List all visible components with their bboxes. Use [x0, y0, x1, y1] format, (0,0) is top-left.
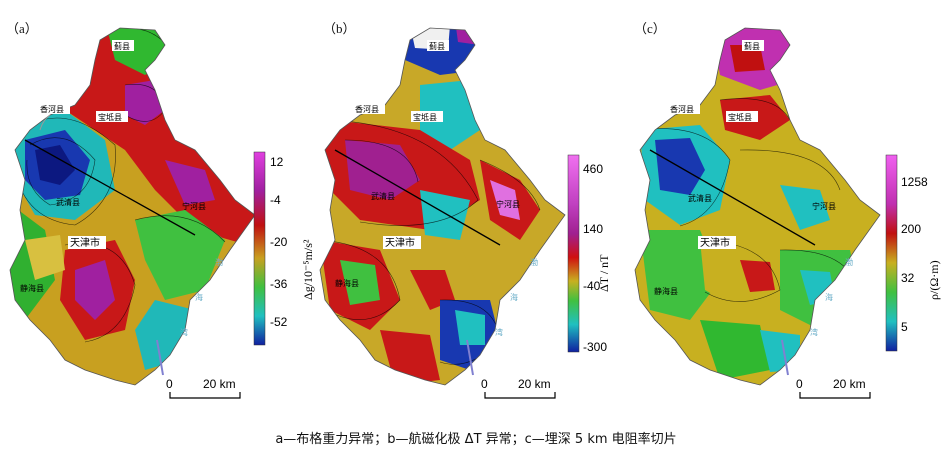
place-wuqing: 武清县 — [56, 197, 80, 207]
place-labels-b: 蓟县 香河县 宝坻县 武清县 宁河县 天津市 静海县 渤 海 湾 — [335, 40, 538, 337]
place-ninghe: 宁河县 — [496, 199, 520, 209]
place-ninghe: 宁河县 — [812, 201, 836, 211]
place-labels-c: 蓟县 香河县 宝坻县 武清县 宁河县 天津市 静海县 渤 海 湾 — [654, 40, 853, 337]
tick-b-4: -300 — [583, 340, 607, 354]
sea-wan: 湾 — [495, 327, 503, 337]
place-tianjin: 天津市 — [385, 236, 415, 249]
place-xianghe: 香河县 — [40, 104, 64, 114]
place-tianjin: 天津市 — [700, 236, 730, 249]
unit-b: ΔT / nT — [597, 254, 611, 292]
svg-text:20 km: 20 km — [203, 377, 236, 391]
place-jinghai: 静海县 — [20, 283, 44, 293]
sea-hai: 海 — [195, 292, 203, 302]
map-panel-b — [319, 27, 566, 386]
panel-label-a: （a） — [6, 21, 38, 36]
place-tianjin: 天津市 — [70, 236, 100, 249]
place-xianghe: 香河县 — [355, 104, 379, 114]
map-panel-a — [9, 27, 256, 386]
tick-c-4: 5 — [901, 320, 908, 334]
panel-label-b: （b） — [323, 21, 356, 36]
sea-hai: 海 — [825, 292, 833, 302]
svg-text:0: 0 — [481, 377, 488, 391]
place-ninghe: 宁河县 — [182, 201, 206, 211]
place-jinghai: 静海县 — [654, 286, 678, 296]
tick-b-2: 140 — [583, 222, 603, 236]
place-baodi: 宝坻县 — [728, 112, 752, 122]
tick-a-5: -52 — [270, 315, 288, 329]
tick-c-3: 32 — [901, 271, 915, 285]
sea-wan: 湾 — [810, 327, 818, 337]
place-baodi: 宝坻县 — [98, 112, 122, 122]
tick-a-3: -20 — [270, 235, 288, 249]
place-jinghai: 静海县 — [335, 278, 359, 288]
colorbar-b: 460 140 -40 -300 ΔT / nT — [567, 154, 611, 354]
sea-wan: 湾 — [180, 327, 188, 337]
sea-bo: 渤 — [530, 257, 538, 267]
place-xianghe: 香河县 — [670, 104, 694, 114]
tick-b-1: 460 — [583, 162, 603, 176]
tick-b-3: -40 — [583, 279, 601, 293]
svg-text:20 km: 20 km — [518, 377, 551, 391]
place-labels-a: 蓟县 香河县 宝坻县 武清县 宁河县 天津市 静海县 渤 海 湾 — [20, 40, 223, 337]
map-panel-c — [634, 27, 881, 386]
sea-bo: 渤 — [845, 257, 853, 267]
place-wuqing: 武清县 — [371, 191, 395, 201]
unit-c: ρ/(Ω·m) — [927, 260, 941, 300]
figure-caption: a—布格重力异常；b—航磁化极 ΔT 异常；c—埋深 5 km 电阻率切片 — [275, 432, 677, 447]
unit-a: Δg/10⁻⁵m/s² — [301, 239, 315, 300]
place-wuqing: 武清县 — [688, 193, 712, 203]
panel-label-c: （c） — [634, 21, 666, 36]
svg-text:0: 0 — [796, 377, 803, 391]
place-jixian: 蓟县 — [429, 41, 445, 51]
tick-a-1: 12 — [270, 155, 284, 169]
tick-a-2: -4 — [270, 193, 281, 207]
tick-c-2: 200 — [901, 222, 921, 236]
colorbar-c: 1258 200 32 5 ρ/(Ω·m) — [885, 154, 941, 352]
colorbar-a: 12 -4 -20 -36 -52 Δg/10⁻⁵m/s² — [253, 151, 315, 346]
svg-text:0: 0 — [166, 377, 173, 391]
scale-bar-a: 0 20 km — [166, 377, 241, 399]
place-baodi: 宝坻县 — [413, 112, 437, 122]
place-jixian: 蓟县 — [114, 41, 130, 51]
scale-bar-c: 0 20 km — [796, 377, 871, 399]
svg-text:20 km: 20 km — [833, 377, 866, 391]
sea-bo: 渤 — [215, 257, 223, 267]
sea-hai: 海 — [510, 292, 518, 302]
scale-bar-b: 0 20 km — [481, 377, 556, 399]
tick-c-1: 1258 — [901, 175, 928, 189]
tick-a-4: -36 — [270, 277, 288, 291]
place-jixian: 蓟县 — [744, 41, 760, 51]
